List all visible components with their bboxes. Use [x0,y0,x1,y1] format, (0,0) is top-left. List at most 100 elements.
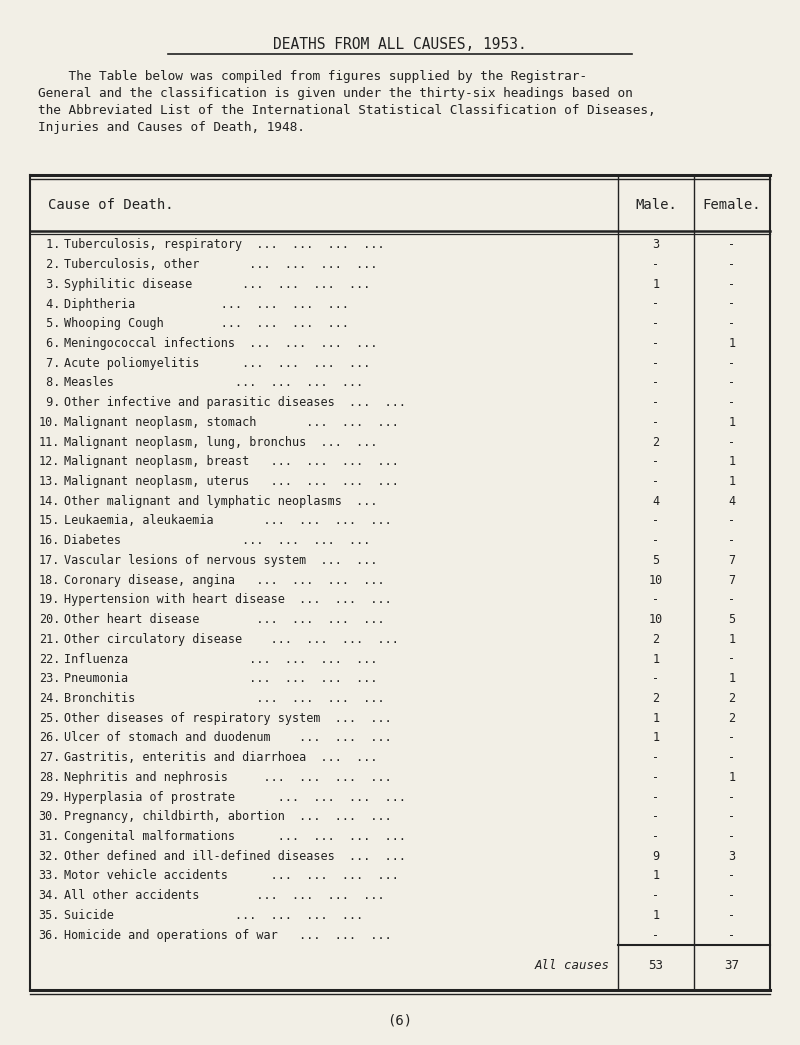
Text: -: - [729,436,735,448]
Text: Malignant neoplasm, stomach       ...  ...  ...: Malignant neoplasm, stomach ... ... ... [64,416,399,428]
Text: 10.: 10. [38,416,60,428]
Text: -: - [729,318,735,330]
Text: 9.: 9. [38,396,60,410]
Text: -: - [653,672,659,686]
Text: 16.: 16. [38,534,60,548]
Text: 13.: 13. [38,475,60,488]
Text: -: - [729,889,735,902]
Text: 1: 1 [729,456,735,468]
Text: -: - [653,791,659,804]
Text: 32.: 32. [38,850,60,863]
Text: 10: 10 [649,613,663,626]
Text: Malignant neoplasm, lung, bronchus  ...  ...: Malignant neoplasm, lung, bronchus ... .… [64,436,378,448]
Text: Syphilitic disease       ...  ...  ...  ...: Syphilitic disease ... ... ... ... [64,278,370,291]
Text: -: - [729,810,735,823]
Text: -: - [729,258,735,271]
Text: Leukaemia, aleukaemia       ...  ...  ...  ...: Leukaemia, aleukaemia ... ... ... ... [64,514,392,528]
Text: DEATHS FROM ALL CAUSES, 1953.: DEATHS FROM ALL CAUSES, 1953. [273,37,527,52]
Text: 1: 1 [729,416,735,428]
Text: -: - [729,791,735,804]
Text: 7: 7 [729,574,735,586]
Text: Homicide and operations of war   ...  ...  ...: Homicide and operations of war ... ... .… [64,929,392,942]
Text: Other infective and parasitic diseases  ...  ...: Other infective and parasitic diseases .… [64,396,406,410]
Text: -: - [653,771,659,784]
Text: Female.: Female. [702,198,762,212]
Text: Diabetes                 ...  ...  ...  ...: Diabetes ... ... ... ... [64,534,370,548]
Text: Influenza                 ...  ...  ...  ...: Influenza ... ... ... ... [64,652,378,666]
Text: Coronary disease, angina   ...  ...  ...  ...: Coronary disease, angina ... ... ... ... [64,574,385,586]
Text: Meningococcal infections  ...  ...  ...  ...: Meningococcal infections ... ... ... ... [64,336,378,350]
Text: the Abbreviated List of the International Statistical Classification of Diseases: the Abbreviated List of the Internationa… [38,104,656,117]
Text: 4: 4 [653,494,659,508]
Text: General and the classification is given under the thirty-six headings based on: General and the classification is given … [38,87,633,100]
Text: -: - [729,751,735,764]
Text: 22.: 22. [38,652,60,666]
Text: 18.: 18. [38,574,60,586]
Text: 21.: 21. [38,633,60,646]
Text: -: - [729,732,735,744]
Text: -: - [729,869,735,882]
Text: -: - [653,258,659,271]
Text: -: - [653,376,659,390]
Text: -: - [729,278,735,291]
Text: 2.: 2. [38,258,60,271]
Text: Pregnancy, childbirth, abortion  ...  ...  ...: Pregnancy, childbirth, abortion ... ... … [64,810,392,823]
Text: Suicide                 ...  ...  ...  ...: Suicide ... ... ... ... [64,909,363,922]
Text: 26.: 26. [38,732,60,744]
Text: 1: 1 [729,475,735,488]
Text: Injuries and Causes of Death, 1948.: Injuries and Causes of Death, 1948. [38,121,305,134]
Text: 31.: 31. [38,830,60,843]
Text: 19.: 19. [38,594,60,606]
Text: 28.: 28. [38,771,60,784]
Text: All other accidents        ...  ...  ...  ...: All other accidents ... ... ... ... [64,889,385,902]
Text: (6): (6) [387,1013,413,1027]
Text: 12.: 12. [38,456,60,468]
Text: The Table below was compiled from figures supplied by the Registrar-: The Table below was compiled from figure… [38,70,587,83]
Text: 1: 1 [653,909,659,922]
Text: Tuberculosis, other       ...  ...  ...  ...: Tuberculosis, other ... ... ... ... [64,258,378,271]
Text: -: - [729,830,735,843]
Text: -: - [653,534,659,548]
Text: 10: 10 [649,574,663,586]
Text: 1: 1 [653,869,659,882]
Text: 15.: 15. [38,514,60,528]
Text: 14.: 14. [38,494,60,508]
Text: Tuberculosis, respiratory  ...  ...  ...  ...: Tuberculosis, respiratory ... ... ... ..… [64,238,385,252]
Text: 7: 7 [729,554,735,567]
Text: 4.: 4. [38,298,60,310]
Text: 1: 1 [653,732,659,744]
Text: Other circulatory disease    ...  ...  ...  ...: Other circulatory disease ... ... ... ..… [64,633,399,646]
Text: -: - [729,534,735,548]
Text: 30.: 30. [38,810,60,823]
Text: -: - [729,238,735,252]
Text: 1.: 1. [38,238,60,252]
Text: Other heart disease        ...  ...  ...  ...: Other heart disease ... ... ... ... [64,613,385,626]
Text: 5.: 5. [38,318,60,330]
Text: 6.: 6. [38,336,60,350]
Text: 2: 2 [653,633,659,646]
Text: Malignant neoplasm, breast   ...  ...  ...  ...: Malignant neoplasm, breast ... ... ... .… [64,456,399,468]
Text: -: - [653,416,659,428]
Text: -: - [653,456,659,468]
Text: 37: 37 [725,959,739,972]
Text: Other defined and ill-defined diseases  ...  ...: Other defined and ill-defined diseases .… [64,850,406,863]
Text: Ulcer of stomach and duodenum    ...  ...  ...: Ulcer of stomach and duodenum ... ... ..… [64,732,392,744]
Text: 27.: 27. [38,751,60,764]
Text: 9: 9 [653,850,659,863]
Text: 23.: 23. [38,672,60,686]
Text: Hyperplasia of prostrate      ...  ...  ...  ...: Hyperplasia of prostrate ... ... ... ... [64,791,406,804]
Text: 2: 2 [653,436,659,448]
Text: Other malignant and lymphatic neoplasms  ...: Other malignant and lymphatic neoplasms … [64,494,378,508]
Text: 5: 5 [729,613,735,626]
Text: Measles                 ...  ...  ...  ...: Measles ... ... ... ... [64,376,363,390]
Text: -: - [653,929,659,942]
Text: Motor vehicle accidents      ...  ...  ...  ...: Motor vehicle accidents ... ... ... ... [64,869,399,882]
Text: 1: 1 [729,633,735,646]
Text: 3.: 3. [38,278,60,291]
Text: -: - [653,298,659,310]
Text: -: - [729,514,735,528]
Text: -: - [653,830,659,843]
Text: -: - [729,298,735,310]
Text: Vascular lesions of nervous system  ...  ...: Vascular lesions of nervous system ... .… [64,554,378,567]
Text: 1: 1 [729,771,735,784]
